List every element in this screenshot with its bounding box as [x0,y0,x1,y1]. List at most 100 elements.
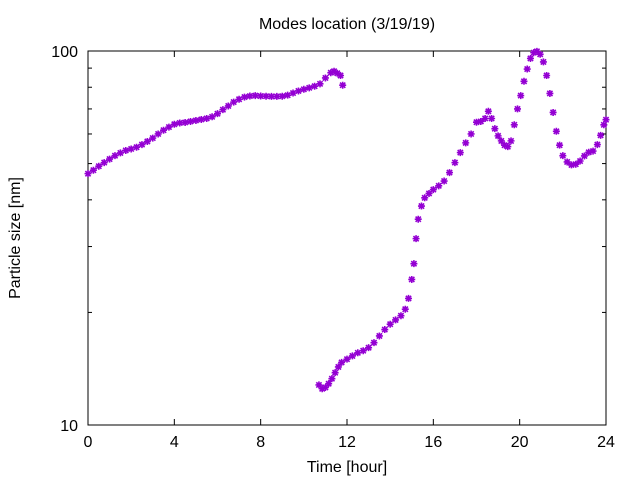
data-point [370,339,378,347]
data-point [381,326,389,334]
data-point [315,381,323,389]
data-point [149,134,157,142]
data-point [331,369,339,377]
data-point [473,118,480,126]
data-point [333,69,341,77]
data-point [327,69,335,77]
data-point [316,80,324,88]
data-point [143,137,151,145]
data-point [338,358,346,366]
data-point [89,166,97,174]
data-point [589,147,597,155]
data-point [451,159,459,167]
data-point [325,380,333,388]
data-point [321,74,329,82]
data-point [563,158,571,166]
data-point [510,121,518,129]
data-series [84,47,610,393]
data-point [501,141,509,149]
y-tick-label: 10 [60,418,78,435]
data-point [429,186,437,194]
data-point [488,114,496,122]
data-point [111,152,119,160]
data-point [517,92,525,100]
x-tick-label: 4 [170,434,179,451]
data-point [504,143,512,151]
data-point [294,87,302,95]
data-point [401,305,409,313]
data-point [556,141,564,149]
data-point [284,91,292,99]
data-point [536,50,544,58]
data-point [497,137,505,145]
data-point [133,143,141,151]
data-point [214,110,221,118]
data-point [318,385,326,393]
data-point [523,65,531,73]
data-point [530,49,538,57]
data-point [514,105,522,113]
data-point [467,130,475,138]
data-point [127,145,135,153]
y-axis-label: Particle size [nm] [7,177,24,299]
data-point [262,92,270,100]
data-point [552,127,560,135]
data-point [576,157,584,165]
data-point [494,132,502,140]
data-point [567,161,575,169]
data-point [230,98,238,106]
data-point [339,81,347,89]
data-point [138,141,146,149]
data-point [600,121,608,129]
x-tick-label: 8 [256,434,265,451]
plot-area-border [87,50,607,426]
data-point [410,260,418,268]
data-point [176,119,184,127]
data-point [328,375,336,383]
data-point [197,115,205,123]
data-point [580,152,588,160]
plot-frame [87,50,607,426]
data-point [251,92,259,100]
data-point [386,320,394,328]
data-point [440,177,448,185]
data-point [484,107,492,115]
x-tick-label: 16 [424,434,442,451]
data-point [300,85,308,93]
chart-title: Modes location (3/19/19) [259,16,435,33]
data-point [392,316,400,324]
data-point [408,275,416,283]
data-point [477,117,485,125]
data-point [533,47,541,55]
data-point [412,235,420,243]
data-point [321,383,329,391]
data-point [491,125,499,133]
data-point [257,92,265,100]
data-point [208,113,216,121]
data-point [187,117,195,125]
data-point [160,126,168,134]
x-axis-label: Time [hour] [307,459,387,476]
data-point [572,160,580,168]
data-point [543,71,551,79]
data-point [84,170,92,178]
data-point [425,189,433,197]
data-point [170,120,178,128]
data-point [593,141,601,149]
data-point [181,118,189,126]
data-point [278,92,286,100]
data-point [289,89,297,97]
data-point [507,137,515,145]
data-point [343,355,351,363]
data-point [122,146,130,154]
data-point [435,182,443,190]
data-point [337,71,345,79]
data-point [330,67,338,75]
data-point [597,131,605,139]
data-point [397,312,405,320]
data-point [375,332,383,340]
data-point [192,116,200,124]
data-point [100,159,108,167]
data-point [520,77,528,85]
